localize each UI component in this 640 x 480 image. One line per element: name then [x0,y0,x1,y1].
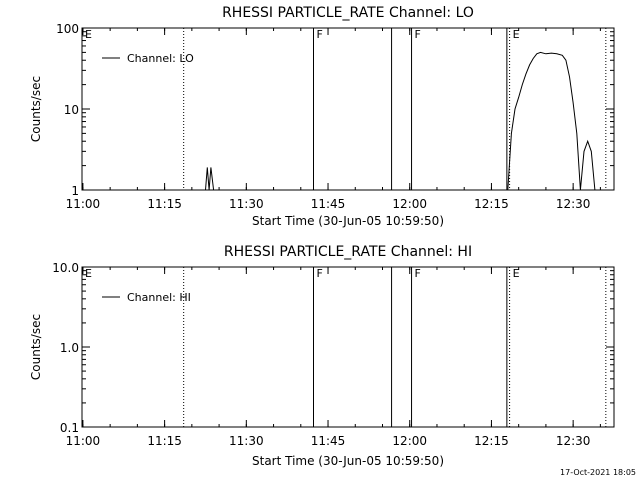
y-tick-label: 0.1 [60,421,79,435]
x-tick-label: 12:30 [556,197,591,211]
annotation-label: E [85,28,92,41]
x-tick-label: 12:15 [474,434,509,448]
annotation-label: E [513,267,520,280]
legend-label: Channel: HI [127,291,191,304]
chart-title: RHESSI PARTICLE_RATE Channel: HI [224,244,472,260]
x-tick-label: 11:30 [229,197,264,211]
y-axis-label: Counts/sec [29,76,43,142]
y-tick-label: 1.0 [60,341,79,355]
x-tick-label: 11:30 [229,434,264,448]
x-tick-label: 11:00 [66,434,101,448]
x-tick-label: 11:45 [311,197,346,211]
annotation-label: F [317,28,323,41]
legend-label: Channel: LO [127,52,194,65]
y-axis-label: Counts/sec [29,314,43,380]
x-tick-label: 12:00 [392,434,427,448]
x-tick-label: 12:15 [474,197,509,211]
annotation-label: F [415,28,421,41]
chart-title: RHESSI PARTICLE_RATE Channel: LO [222,5,474,21]
x-axis-label: Start Time (30-Jun-05 10:59:50) [252,454,444,468]
x-axis-label: Start Time (30-Jun-05 10:59:50) [252,214,444,228]
y-tick-label: 100 [56,22,79,36]
hi-channel-chart: RHESSI PARTICLE_RATE Channel: HI Counts/s… [29,244,615,468]
annotation-label: F [415,267,421,280]
annotation-label: E [85,267,92,280]
y-tick-label: 1 [71,184,79,198]
y-tick-label: 10.0 [52,261,79,275]
annotation-label: F [317,267,323,280]
lo-channel-chart: RHESSI PARTICLE_RATE Channel: LO Counts/s… [29,5,615,228]
annotation-label: E [513,28,520,41]
generation-timestamp: 17-Oct-2021 18:05 [560,468,636,477]
x-tick-label: 11:15 [147,434,182,448]
x-tick-label: 11:00 [66,197,101,211]
y-tick-label: 10 [64,103,79,117]
x-tick-label: 11:15 [147,197,182,211]
series-line [205,51,596,191]
x-tick-label: 12:30 [556,434,591,448]
x-tick-label: 11:45 [311,434,346,448]
x-tick-label: 12:00 [392,197,427,211]
